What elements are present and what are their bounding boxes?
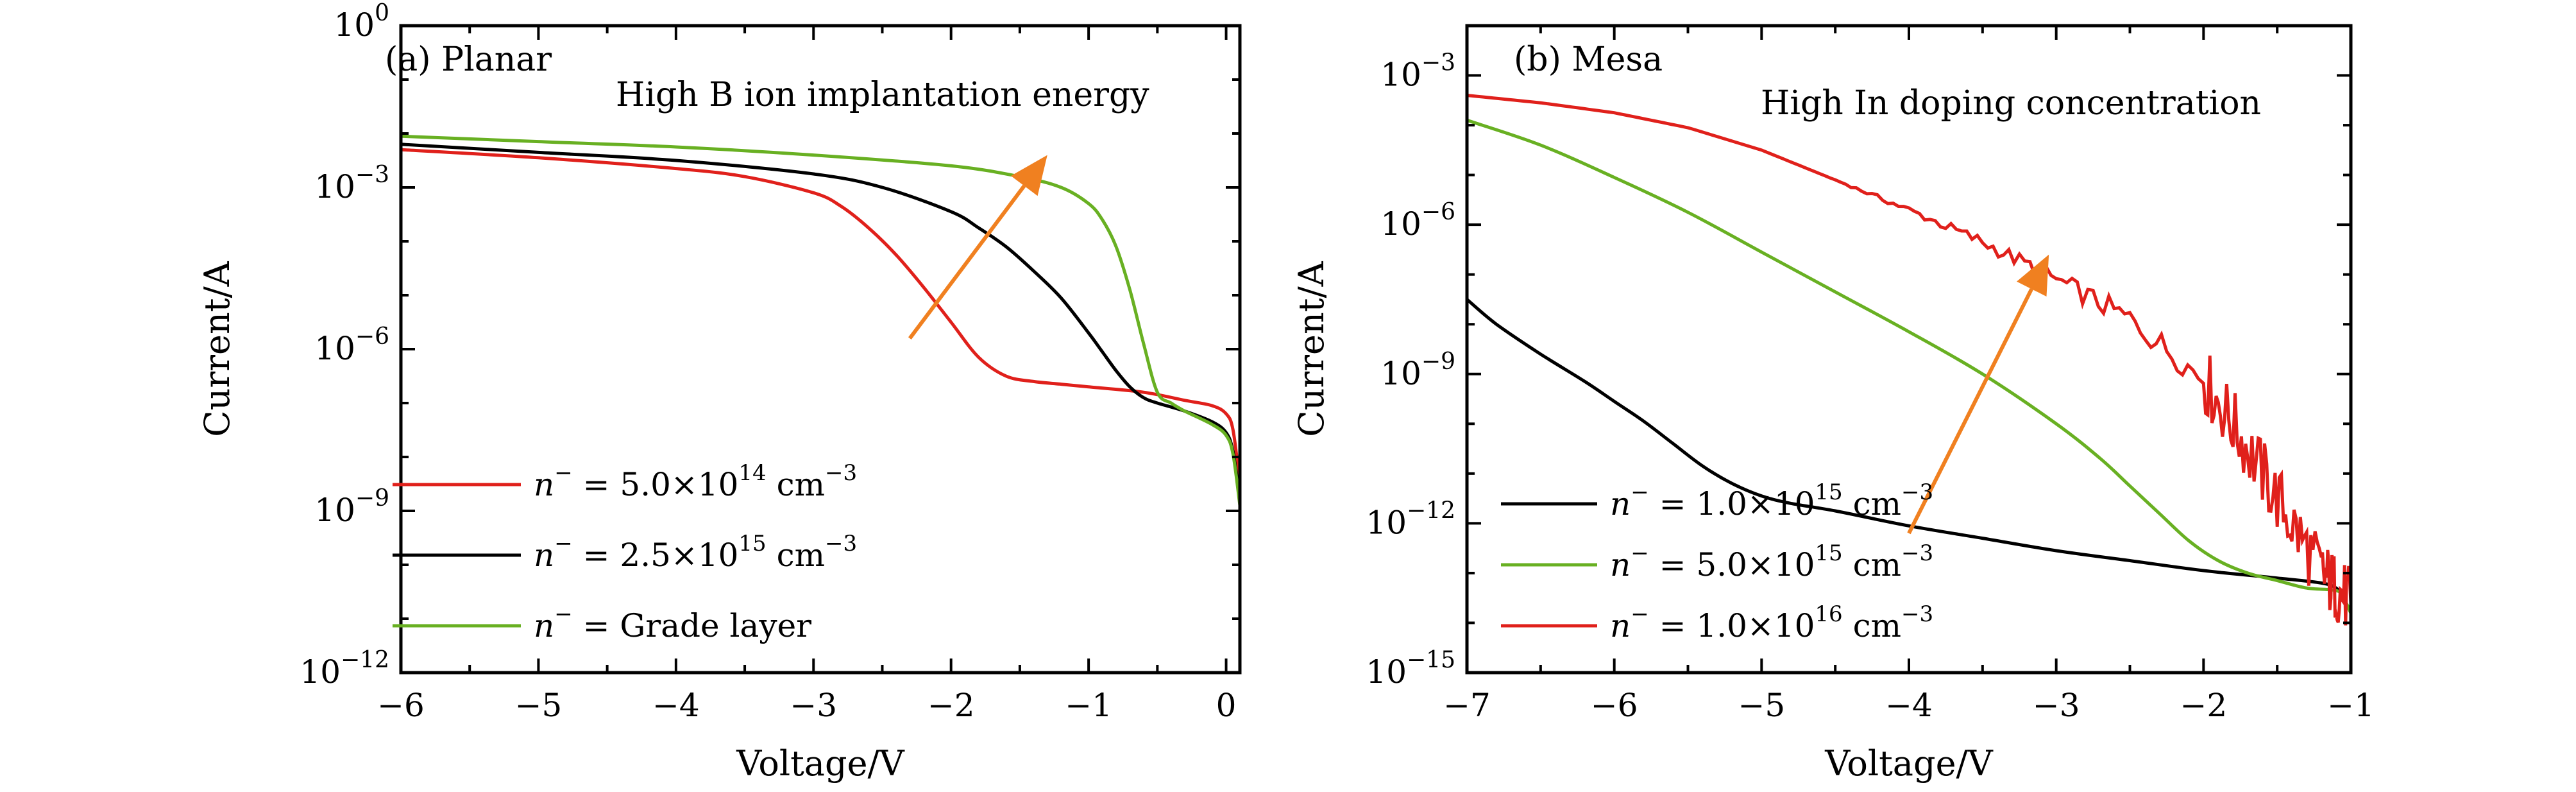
annotation-b: High In doping concentration — [1761, 84, 2261, 123]
y-tick-label-b: 10−6 — [1380, 199, 1455, 243]
panel-label-b: (b) Mesa — [1514, 40, 1663, 79]
series-line-b-2 — [1467, 94, 2351, 626]
y-axis-title-b: Current/A — [1291, 261, 1332, 436]
x-tick-label-a: −5 — [515, 687, 563, 724]
plot-frame-b — [1465, 24, 2353, 675]
y-tick-label-b: 10−15 — [1366, 647, 1455, 691]
series-line-b-1 — [1467, 118, 2351, 614]
trend-arrow-head-b — [2017, 254, 2049, 297]
x-axis-title-b: Voltage/V — [1824, 743, 1993, 784]
trend-arrow-shaft-b — [1907, 288, 2033, 535]
x-tick-label-b: −4 — [1885, 687, 1933, 724]
series-line-b-0 — [1467, 298, 2351, 614]
y-tick-label-a: 100 — [334, 0, 389, 44]
x-tick-label-a: −6 — [377, 687, 425, 724]
series-line-a-1 — [401, 142, 1240, 501]
x-tick-label-b: −6 — [1591, 687, 1638, 724]
y-tick-label-a: 10−9 — [314, 485, 389, 529]
x-tick-label-b: −7 — [1443, 687, 1491, 724]
x-tick-label-b: −2 — [2180, 687, 2227, 724]
legend-label-b-2: n− = 1.0×1016 cm−3 — [1610, 601, 1933, 644]
y-tick-label-a: 10−12 — [300, 647, 389, 691]
y-tick-label-a: 10−3 — [314, 162, 389, 205]
x-axis-title-a: Voltage/V — [736, 743, 904, 784]
trend-arrow-head-a — [1010, 155, 1047, 196]
panel-label-a: (a) Planar — [385, 40, 552, 79]
x-tick-label-b: −5 — [1738, 687, 1785, 724]
x-tick-label-a: −1 — [1065, 687, 1112, 724]
x-tick-label-b: −3 — [2033, 687, 2080, 724]
y-tick-label-a: 10−6 — [314, 323, 389, 367]
series-line-a-0 — [401, 148, 1240, 485]
trend-arrow-shaft-a — [908, 184, 1026, 340]
series-line-a-2 — [401, 134, 1240, 506]
legend-label-b-1: n− = 5.0×1015 cm−3 — [1610, 540, 1933, 583]
y-axis-title-a: Current/A — [197, 261, 237, 436]
annotation-a: High B ion implantation energy — [616, 76, 1149, 114]
x-tick-label-a: 0 — [1216, 687, 1237, 724]
plot-frame-a — [399, 24, 1242, 675]
x-tick-label-b: −1 — [2327, 687, 2375, 724]
legend-label-a-0: n− = 5.0×1014 cm−3 — [534, 460, 857, 503]
chart-panel-a: −6 −5 −4 −3 −2 −1 0 100 10−3 10−6 10−9 10−12 Voltage… — [197, 0, 1242, 784]
x-tick-label-a: −3 — [790, 687, 837, 724]
x-tick-label-a: −2 — [928, 687, 975, 724]
y-tick-label-b: 10−3 — [1380, 50, 1455, 94]
x-tick-label-a: −4 — [652, 687, 700, 724]
legend-label-a-1: n− = 2.5×1015 cm−3 — [534, 531, 857, 574]
y-tick-label-b: 10−9 — [1380, 349, 1455, 392]
chart-panel-b: −7 −6 −5 −4 −3 −2 −1 10−3 10−6 10−9 10−12 10−15 Volt… — [1291, 24, 2375, 784]
legend-label-b-0: n− = 1.0×1015 cm−3 — [1610, 479, 1933, 522]
y-tick-label-b: 10−12 — [1366, 497, 1455, 541]
legend-label-a-2: n− = Grade layer — [534, 601, 811, 644]
